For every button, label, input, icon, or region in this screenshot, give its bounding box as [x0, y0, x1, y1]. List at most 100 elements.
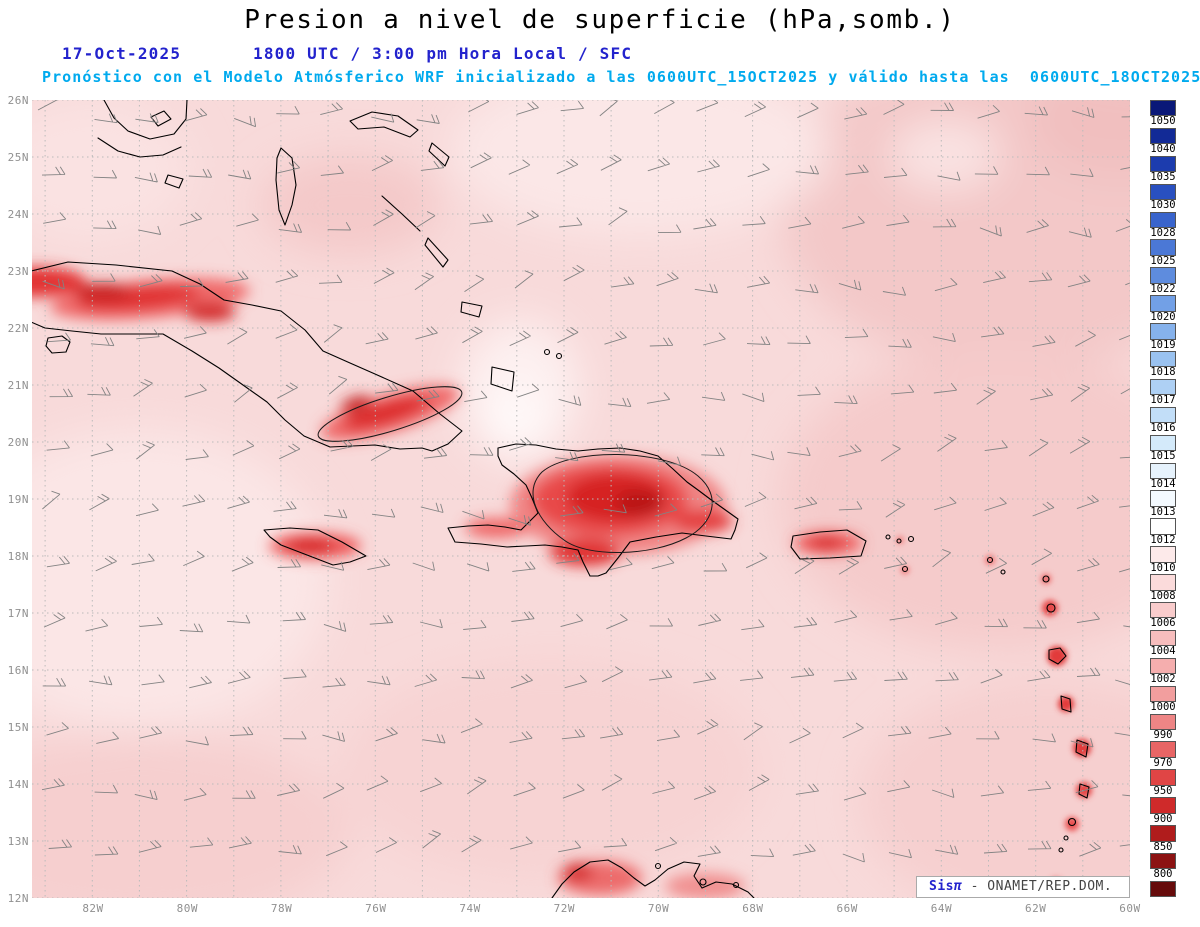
legend-value-label: 1017: [1150, 394, 1176, 407]
lon-tick-label: 78W: [270, 902, 293, 915]
legend-value-label: 1025: [1150, 254, 1176, 267]
coastline-aruba: [654, 862, 662, 870]
legend-color-box: [1150, 183, 1176, 201]
legend-value-label: 1035: [1150, 171, 1176, 184]
lat-tick-label: 26N: [7, 94, 29, 107]
legend-color-box: [1150, 239, 1176, 256]
lon-tick-label: 70W: [647, 902, 670, 915]
pressure-contours: [317, 386, 713, 553]
forecast-valid-time: 1800 UTC / 3:00 pm Hora Local / SFC: [253, 44, 633, 63]
lat-tick-label: 21N: [7, 379, 29, 392]
brand-name: Sis: [929, 879, 954, 894]
legend-value-label: 850: [1153, 840, 1173, 853]
coastline-st-vincent: [1067, 817, 1077, 827]
lat-tick-label: 13N: [7, 835, 29, 848]
lat-tick-label: 18N: [7, 550, 29, 563]
lat-tick-label: 22N: [7, 322, 29, 335]
lat-tick-label: 24N: [7, 208, 29, 221]
legend-value-label: 1004: [1150, 645, 1176, 658]
legend-value-label: 1012: [1150, 533, 1176, 546]
page-title: Presion a nivel de superficie (hPa,somb.…: [244, 5, 956, 35]
lon-tick-label: 80W: [176, 902, 198, 915]
coastline-turks-2: [555, 352, 563, 360]
coastline-virgin-2: [896, 538, 902, 544]
coastline-isla-juventud: [45, 335, 71, 354]
legend-color-box: [1150, 741, 1176, 758]
legend-color-box: [1150, 462, 1176, 479]
legend-color-box: [1150, 546, 1176, 563]
attribution-box: Sisπ - ONAMET/REP.DOM.: [916, 876, 1130, 898]
lat-tick-label: 23N: [7, 265, 29, 278]
coastline-saba: [1000, 569, 1006, 575]
contour-cuba-east-low: [317, 386, 463, 442]
legend-color-box: [1150, 378, 1176, 396]
coastline-bahamas-long-island: [424, 237, 449, 268]
legend-color-box: [1150, 211, 1176, 228]
legend-value-label: 970: [1153, 756, 1173, 769]
legend-value-label: 1006: [1150, 617, 1176, 630]
lon-tick-label: 66W: [836, 902, 858, 915]
legend-color-box: [1150, 295, 1176, 312]
coastline-bahamas-abaco: [349, 111, 419, 138]
coastline-florida-keys: [97, 137, 182, 158]
legend-color-box: [1150, 100, 1176, 117]
legend-color-box: [1150, 713, 1176, 730]
coastline-barbuda: [1042, 575, 1050, 583]
legend-color-box: [1150, 406, 1176, 424]
legend-color-box: [1150, 127, 1176, 145]
coastline-st-croix: [901, 565, 909, 573]
coastline-guadeloupe: [1048, 647, 1067, 665]
lat-tick-label: 17N: [7, 607, 29, 620]
coastline-florida: [103, 100, 188, 140]
coastline-grenadines-2: [1058, 847, 1064, 853]
legend-value-label: 1028: [1150, 226, 1176, 239]
legend-value-label: 950: [1153, 784, 1173, 797]
attribution-text: - ONAMET/REP.DOM.: [962, 879, 1113, 894]
coastline-st-martin: [986, 556, 994, 564]
contour-hispaniola-low: [532, 454, 713, 553]
legend-color-box: [1150, 323, 1176, 340]
coastline-curacao: [699, 878, 707, 886]
brand-pi-symbol: π: [953, 879, 963, 894]
legend-value-label: 800: [1153, 868, 1173, 881]
coastline-bahamas-exuma: [381, 195, 421, 232]
coastline-great-inagua: [490, 366, 515, 392]
coastline-south-america: [551, 859, 755, 898]
legend-value-label: 990: [1153, 728, 1173, 741]
pressure-legend: 1050 1040 1035 1030 1028 1025 1022 1020 1019 1018…: [1147, 100, 1179, 898]
legend-color-box: [1150, 155, 1176, 173]
legend-color-box: [1150, 880, 1176, 898]
legend-value-label: 1015: [1150, 450, 1176, 463]
coastline-dominica: [1060, 695, 1072, 713]
legend-value-label: 1008: [1150, 589, 1176, 602]
coastline-bahamas-crooked: [460, 301, 483, 318]
coastline-hispaniola: [447, 443, 739, 577]
coastline-jamaica: [263, 527, 367, 566]
legend-color-box: [1150, 769, 1176, 786]
coastline-martinique: [1075, 739, 1089, 758]
coastline-virgin-3: [907, 535, 915, 543]
legend-value-label: 1013: [1150, 505, 1176, 518]
lat-tick-label: 19N: [7, 493, 29, 506]
lat-tick-label: 14N: [7, 778, 29, 791]
legend-value-label: 1019: [1150, 338, 1176, 351]
legend-color-box: [1150, 434, 1176, 452]
legend-value-label: 1050: [1150, 115, 1176, 128]
coastline-cay-sal: [164, 174, 184, 189]
legend-color-box: [1150, 685, 1176, 703]
coastline-virgin-1: [885, 534, 891, 540]
coastline-puerto-rico: [790, 529, 867, 560]
lat-tick-label: 15N: [7, 721, 29, 734]
forecast-date: 17-Oct-2025: [62, 44, 182, 63]
legend-color-box: [1150, 490, 1176, 507]
legend-value-label: 1018: [1150, 366, 1176, 379]
model-init-line: Pronóstico con el Modelo Atmósferico WRF…: [42, 68, 1200, 86]
lon-tick-label: 64W: [930, 902, 953, 915]
coastline-bimini: [150, 110, 172, 127]
legend-value-label: 1016: [1150, 422, 1176, 435]
coastline-cuba: [32, 261, 463, 452]
coastlines: [32, 100, 1090, 898]
legend-value-label: 1010: [1150, 561, 1176, 574]
